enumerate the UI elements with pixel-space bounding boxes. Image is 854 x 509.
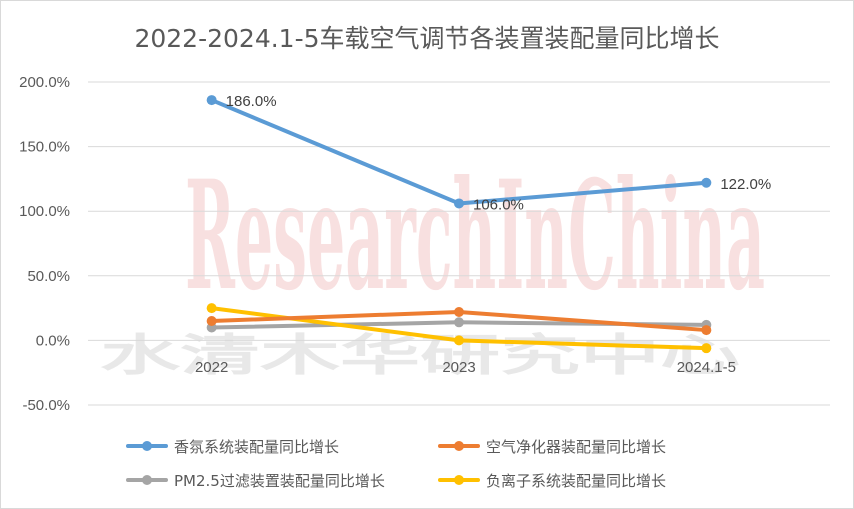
y-tick-label: 50.0% <box>27 268 70 285</box>
data-point <box>701 177 712 188</box>
data-point <box>206 316 217 327</box>
y-axis: -50.0% 0.0% 50.0% 100.0% 150.0% 200.0% <box>19 74 70 414</box>
watermark-text-en: ResearchInChina <box>185 148 765 324</box>
legend-label: 空气净化器装配量同比增长 <box>486 438 666 456</box>
data-point <box>206 303 217 314</box>
legend-label: PM2.5过滤装置装配量同比增长 <box>174 472 385 490</box>
chart-title: 2022-2024.1-5车载空气调节各装置装配量同比增长 <box>134 24 719 53</box>
legend-swatch-marker <box>142 475 152 485</box>
y-tick-label: 150.0% <box>19 139 70 156</box>
x-tick-label: 2022 <box>195 359 228 376</box>
legend-item: PM2.5过滤装置装配量同比增长 <box>126 472 385 490</box>
y-tick-label: -50.0% <box>22 397 70 414</box>
data-label: 106.0% <box>473 196 524 213</box>
series-layer <box>206 95 712 354</box>
legend-label: 香氛系统装配量同比增长 <box>174 438 339 456</box>
legend-item: 空气净化器装配量同比增长 <box>438 438 666 456</box>
data-label: 122.0% <box>720 176 771 193</box>
watermark-text-cn: 水清木华研究中心 <box>100 330 740 381</box>
x-tick-label: 2024.1-5 <box>677 359 736 376</box>
data-label: 186.0% <box>226 93 277 110</box>
y-tick-label: 100.0% <box>19 203 70 220</box>
data-point <box>454 306 464 317</box>
watermark: ResearchInChina 水清木华研究中心 <box>100 148 765 381</box>
legend-swatch-marker <box>454 441 464 451</box>
data-point <box>454 198 464 209</box>
data-point <box>701 325 712 336</box>
data-point <box>206 95 217 106</box>
x-axis: 2022 2023 2024.1-5 <box>195 359 736 376</box>
legend-item: 负离子系统装配量同比增长 <box>438 472 666 490</box>
legend-swatch-marker <box>142 441 152 451</box>
legend: 香氛系统装配量同比增长 空气净化器装配量同比增长 PM2.5过滤装置装配量同比增长 负… <box>126 438 666 490</box>
y-tick-label: 0.0% <box>36 332 70 349</box>
legend-swatch-marker <box>454 475 464 485</box>
data-point <box>454 335 464 346</box>
legend-label: 负离子系统装配量同比增长 <box>486 472 666 490</box>
data-labels: 186.0% 106.0% 122.0% <box>226 93 772 213</box>
y-tick-label: 200.0% <box>19 74 70 91</box>
legend-item: 香氛系统装配量同比增长 <box>126 438 339 456</box>
x-tick-label: 2023 <box>442 359 475 376</box>
data-point <box>701 343 712 354</box>
data-point <box>454 317 464 328</box>
